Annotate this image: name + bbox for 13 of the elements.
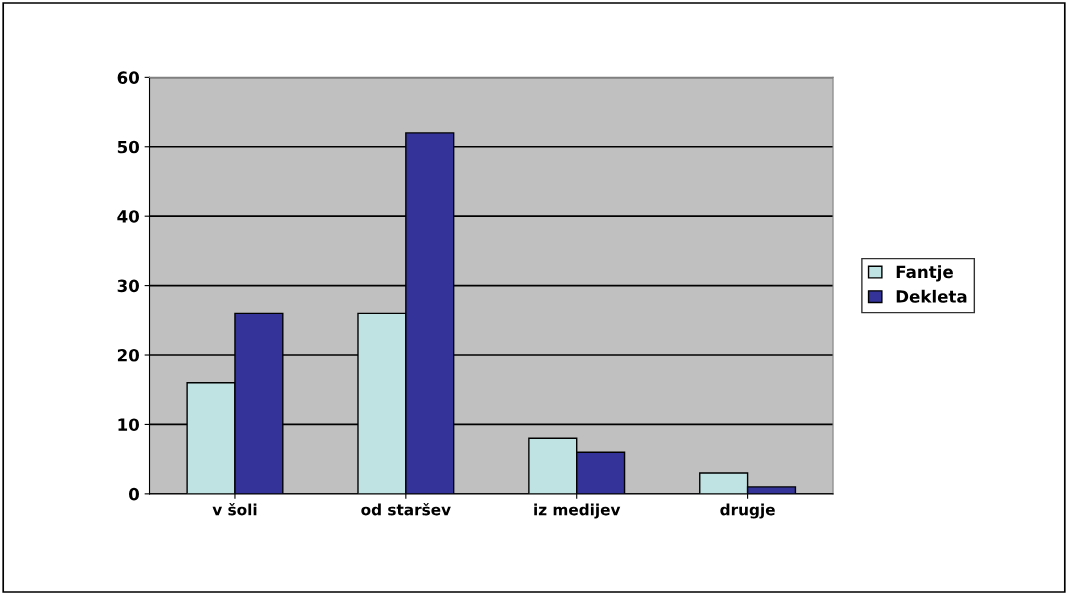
y-tick-label: 0 <box>129 487 139 501</box>
x-tick-label: od staršev <box>361 502 451 516</box>
y-tick-label: 40 <box>117 210 139 223</box>
y-tick-label: 50 <box>117 140 139 154</box>
x-tick-label: iz medijev <box>534 503 621 519</box>
y-tick-label: 20 <box>117 348 139 362</box>
legend-label: Dekleta <box>896 289 967 303</box>
x-tick-label: drugje <box>720 503 775 519</box>
y-tick-label: 30 <box>117 279 139 293</box>
y-tick-label: 10 <box>118 418 139 431</box>
x-tick-label: v šoli <box>212 502 257 516</box>
legend-label: Fantje <box>896 265 953 282</box>
y-tick-label: 60 <box>117 71 139 84</box>
